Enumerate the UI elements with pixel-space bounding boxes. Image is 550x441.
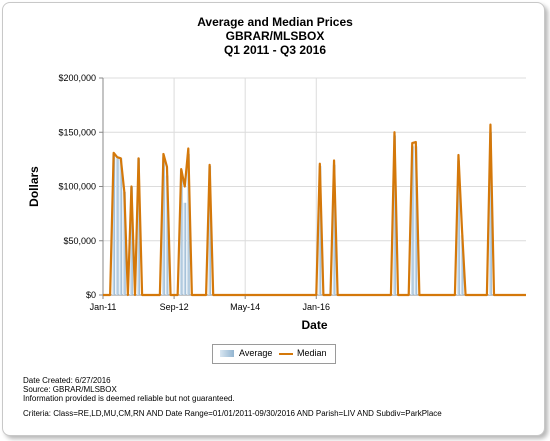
- legend-average-label: Average: [239, 348, 273, 358]
- chart-subtitle-period: Q1 2011 - Q3 2016: [223, 43, 327, 57]
- average-bar: [119, 158, 123, 295]
- average-bar: [165, 175, 169, 295]
- average-bar: [183, 202, 187, 295]
- average-bar: [318, 165, 322, 295]
- average-bar: [208, 165, 212, 295]
- average-bar: [162, 157, 165, 295]
- average-bar: [393, 135, 396, 295]
- average-bar: [414, 146, 418, 295]
- chart-subtitle-source: GBRAR/MLSBOX: [225, 29, 325, 43]
- y-tick-label: $100,000: [58, 182, 96, 192]
- average-bar: [179, 170, 183, 295]
- footer-criteria: Criteria: Class=RE,LD,MU,CM,RN AND Date …: [23, 409, 442, 418]
- average-bar: [186, 153, 190, 295]
- footer-source: Source: GBRAR/MLSBOX: [23, 385, 117, 394]
- x-tick-label: May-14: [230, 302, 260, 312]
- legend-median-label: Median: [297, 348, 327, 358]
- average-bar: [115, 158, 119, 295]
- x-axis-title: Date: [301, 318, 327, 332]
- median-line: [103, 123, 526, 297]
- average-bar: [130, 186, 133, 295]
- footer-disclaimer: Information provided is deemed reliable …: [23, 394, 235, 403]
- x-tick-label: Sep-12: [160, 302, 189, 312]
- legend-average-swatch: [220, 350, 234, 357]
- y-tick-label: $150,000: [58, 127, 96, 137]
- y-axis-title: Dollars: [27, 166, 41, 207]
- footer-date-created: Date Created: 6/27/2016: [23, 376, 111, 385]
- average-bar: [122, 191, 126, 295]
- y-tick-label: $0: [86, 290, 96, 300]
- legend-median-swatch: [279, 353, 293, 355]
- y-tick-label: $50,000: [63, 236, 96, 246]
- chart-legend: Average Median: [212, 344, 336, 364]
- x-tick-label: Jan-11: [90, 302, 117, 312]
- average-bar: [332, 164, 336, 295]
- y-tick-label: $200,000: [58, 73, 96, 83]
- chart-title: Average and Median Prices: [197, 15, 353, 29]
- average-bar: [112, 153, 116, 295]
- average-bar: [489, 132, 492, 295]
- average-bar: [410, 146, 414, 295]
- average-bar: [137, 158, 140, 295]
- average-bar: [460, 235, 464, 295]
- average-bar: [457, 160, 460, 295]
- x-tick-label: Jan-16: [303, 302, 331, 312]
